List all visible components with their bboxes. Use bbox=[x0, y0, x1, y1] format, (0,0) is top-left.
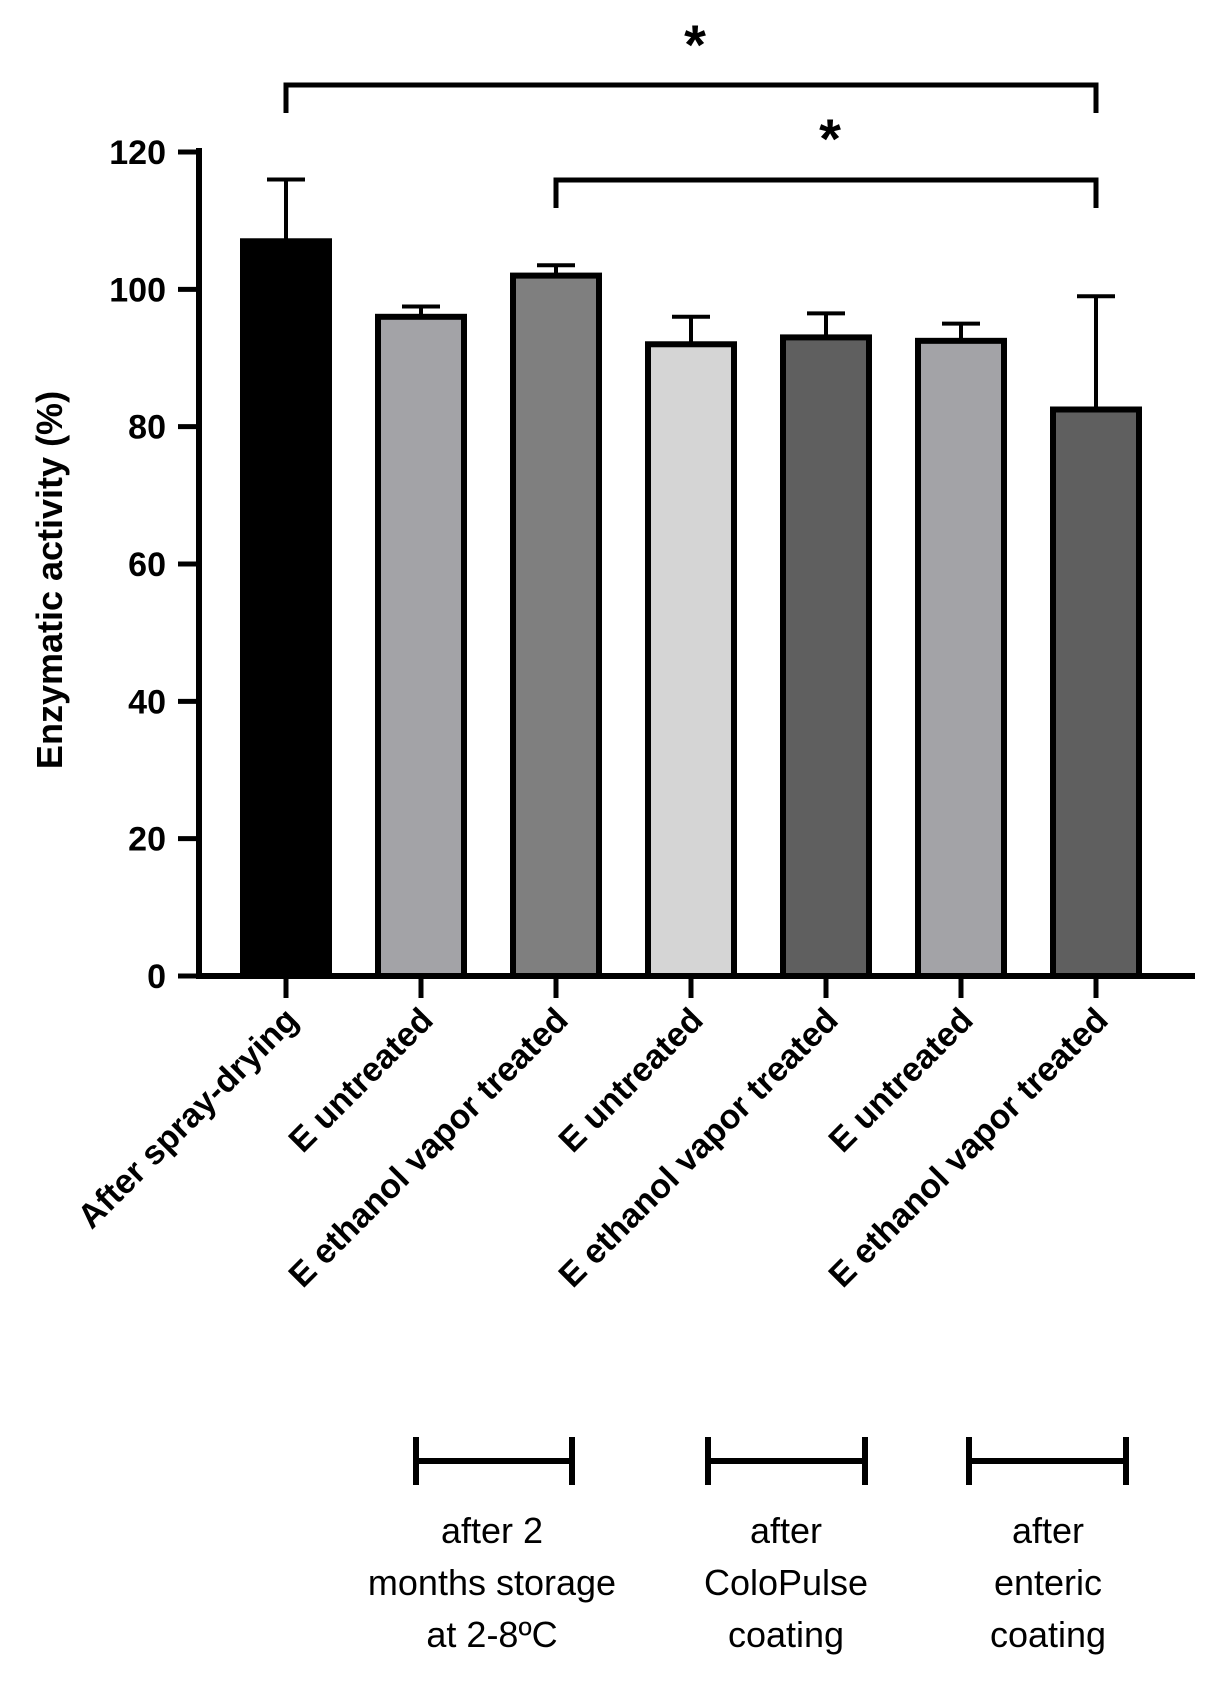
group-label-2: after ColoPulse coating bbox=[656, 1505, 916, 1661]
significance-star-1: * bbox=[684, 13, 706, 76]
group-label-3: after enteric coating bbox=[928, 1505, 1168, 1661]
y-tick-label-0: 0 bbox=[147, 958, 166, 996]
bar-7 bbox=[1050, 406, 1142, 979]
category-label-5: E ethanol vapor treated bbox=[552, 1001, 846, 1295]
y-tick-label-40: 40 bbox=[128, 683, 166, 721]
bars-layer bbox=[240, 238, 1142, 980]
group-label-3-line-2: enteric bbox=[993, 1562, 1103, 1603]
bar-4 bbox=[645, 341, 737, 979]
group-label-3-line-3: coating bbox=[989, 1614, 1107, 1655]
y-axis-title: Enzymatic activity (%) bbox=[29, 391, 70, 769]
significance-bracket-2 bbox=[553, 177, 1099, 208]
category-label-1: After spray-drying bbox=[70, 1001, 305, 1236]
group-label-1-line-1: after 2 bbox=[440, 1510, 544, 1551]
group-label-1: after 2 months storage at 2-8ºC bbox=[327, 1505, 657, 1661]
y-tick-label-60: 60 bbox=[128, 546, 166, 584]
group-label-1-line-2: months storage bbox=[367, 1562, 617, 1603]
bar-1 bbox=[240, 238, 332, 979]
x-ticks-layer bbox=[283, 976, 1099, 998]
significance-bracket-1 bbox=[283, 82, 1099, 113]
bar-5 bbox=[780, 334, 872, 979]
y-tick-label-100: 100 bbox=[109, 271, 166, 309]
y-ticks-layer: 0 20 40 60 80 100 120 bbox=[109, 134, 199, 996]
group-label-2-line-3: coating bbox=[727, 1614, 845, 1655]
group-label-1-line-3: at 2-8ºC bbox=[426, 1614, 558, 1655]
bar-6 bbox=[915, 337, 1007, 980]
category-label-7: E ethanol vapor treated bbox=[822, 1001, 1116, 1295]
group-label-2-line-2: ColoPulse bbox=[703, 1562, 869, 1603]
significance-layer: ** bbox=[283, 13, 1099, 208]
y-tick-label-120: 120 bbox=[109, 134, 166, 172]
significance-star-2: * bbox=[819, 107, 841, 170]
bar-2 bbox=[375, 313, 467, 979]
y-tick-label-20: 20 bbox=[128, 821, 166, 859]
error-bars-layer bbox=[267, 177, 1115, 410]
bar-3 bbox=[510, 272, 602, 980]
group-label-3-line-1: after bbox=[1011, 1510, 1085, 1551]
group-label-2-line-1: after bbox=[749, 1510, 823, 1551]
y-tick-label-80: 80 bbox=[128, 409, 166, 447]
category-label-3: E ethanol vapor treated bbox=[282, 1001, 576, 1295]
group-brackets-layer bbox=[413, 1437, 1129, 1485]
